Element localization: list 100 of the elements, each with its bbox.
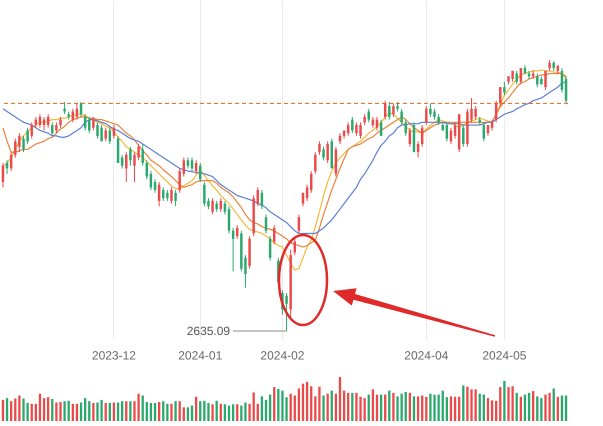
- bar: [368, 394, 370, 421]
- bar: [120, 401, 124, 421]
- candlestick: [396, 102, 399, 112]
- bar: [351, 392, 354, 421]
- bar: [100, 400, 103, 421]
- candlestick: [2, 162, 4, 188]
- bar: [298, 388, 300, 421]
- bar: [88, 401, 90, 421]
- bar: [47, 397, 50, 421]
- candlestick: [272, 224, 276, 245]
- bar: [92, 402, 95, 421]
- candlestick: [158, 181, 160, 207]
- bar: [236, 404, 238, 421]
- candlestick: [104, 127, 107, 142]
- bar: [162, 401, 164, 421]
- candlestick: [437, 114, 440, 126]
- bar: [482, 394, 485, 421]
- bar: [203, 400, 206, 421]
- bar: [220, 404, 222, 421]
- candlestick: [429, 102, 432, 118]
- bar: [474, 389, 477, 421]
- bar: [14, 398, 16, 421]
- bar: [224, 404, 226, 421]
- bar: [334, 394, 338, 421]
- candlestick: [408, 127, 412, 148]
- candlestick: [88, 116, 90, 134]
- bar: [273, 387, 276, 421]
- bar: [277, 388, 280, 421]
- candlestick: [190, 157, 194, 172]
- bar: [18, 395, 21, 421]
- candlestick: [355, 122, 358, 136]
- candlestick: [420, 124, 424, 148]
- candlestick: [482, 122, 486, 142]
- bar: [503, 380, 506, 421]
- candlestick: [450, 127, 452, 145]
- bar: [499, 387, 502, 421]
- bar: [520, 396, 522, 421]
- bar: [408, 392, 412, 421]
- bar: [84, 398, 86, 421]
- bar: [142, 395, 144, 421]
- bar: [158, 402, 160, 421]
- candlestick: [236, 224, 238, 240]
- candlestick: [215, 200, 218, 212]
- candlestick: [112, 124, 116, 140]
- candlestick: [220, 198, 222, 212]
- bar: [404, 392, 407, 421]
- bar: [68, 400, 70, 421]
- candlestick: [141, 144, 144, 166]
- candlestick: [552, 60, 555, 72]
- candlestick: [108, 127, 112, 145]
- candlestick: [400, 108, 403, 126]
- candlestick: [129, 146, 132, 166]
- x-tick-label: 2024-04: [404, 348, 449, 362]
- candlestick: [425, 106, 428, 126]
- bar: [388, 390, 390, 421]
- candlestick: [26, 127, 29, 145]
- candlestick: [298, 214, 300, 234]
- candlestick: [376, 116, 378, 131]
- bar: [532, 391, 534, 421]
- candlestick: [490, 119, 494, 131]
- bar: [462, 385, 464, 421]
- candlestick: [404, 119, 407, 136]
- candlestick: [92, 116, 95, 131]
- candlestick: [30, 122, 33, 140]
- bar: [63, 401, 66, 421]
- bar: [240, 406, 242, 421]
- candlestick: [6, 160, 8, 174]
- candlestick: [268, 236, 272, 262]
- candlestick: [224, 200, 226, 215]
- bar: [552, 388, 555, 421]
- candlestick: [322, 146, 325, 161]
- bar: [372, 389, 374, 421]
- candlestick: [294, 238, 296, 256]
- candlestick: [133, 152, 136, 182]
- candlestick: [51, 122, 54, 136]
- bar: [442, 390, 444, 421]
- candlestick: [38, 114, 42, 128]
- candlestick: [199, 162, 202, 182]
- bar: [252, 392, 255, 421]
- candlestick: [285, 292, 288, 332]
- candlestick: [520, 68, 522, 85]
- candlestick: [63, 102, 66, 115]
- candlestick: [166, 190, 169, 202]
- bar: [108, 402, 111, 421]
- bar: [347, 392, 350, 421]
- bar: [129, 401, 132, 421]
- bar: [125, 401, 128, 421]
- candlestick: [46, 114, 50, 128]
- bar: [330, 390, 333, 421]
- x-tick-label: 2024-01: [178, 348, 223, 362]
- candlestick: [10, 152, 12, 172]
- candlestick: [137, 144, 140, 161]
- bar: [421, 395, 424, 421]
- candlestick: [194, 160, 198, 174]
- bar: [72, 404, 74, 421]
- candlestick: [232, 228, 234, 272]
- candlestick: [446, 122, 448, 142]
- bar: [437, 394, 440, 421]
- candlestick: [548, 60, 551, 72]
- bar: [326, 394, 329, 421]
